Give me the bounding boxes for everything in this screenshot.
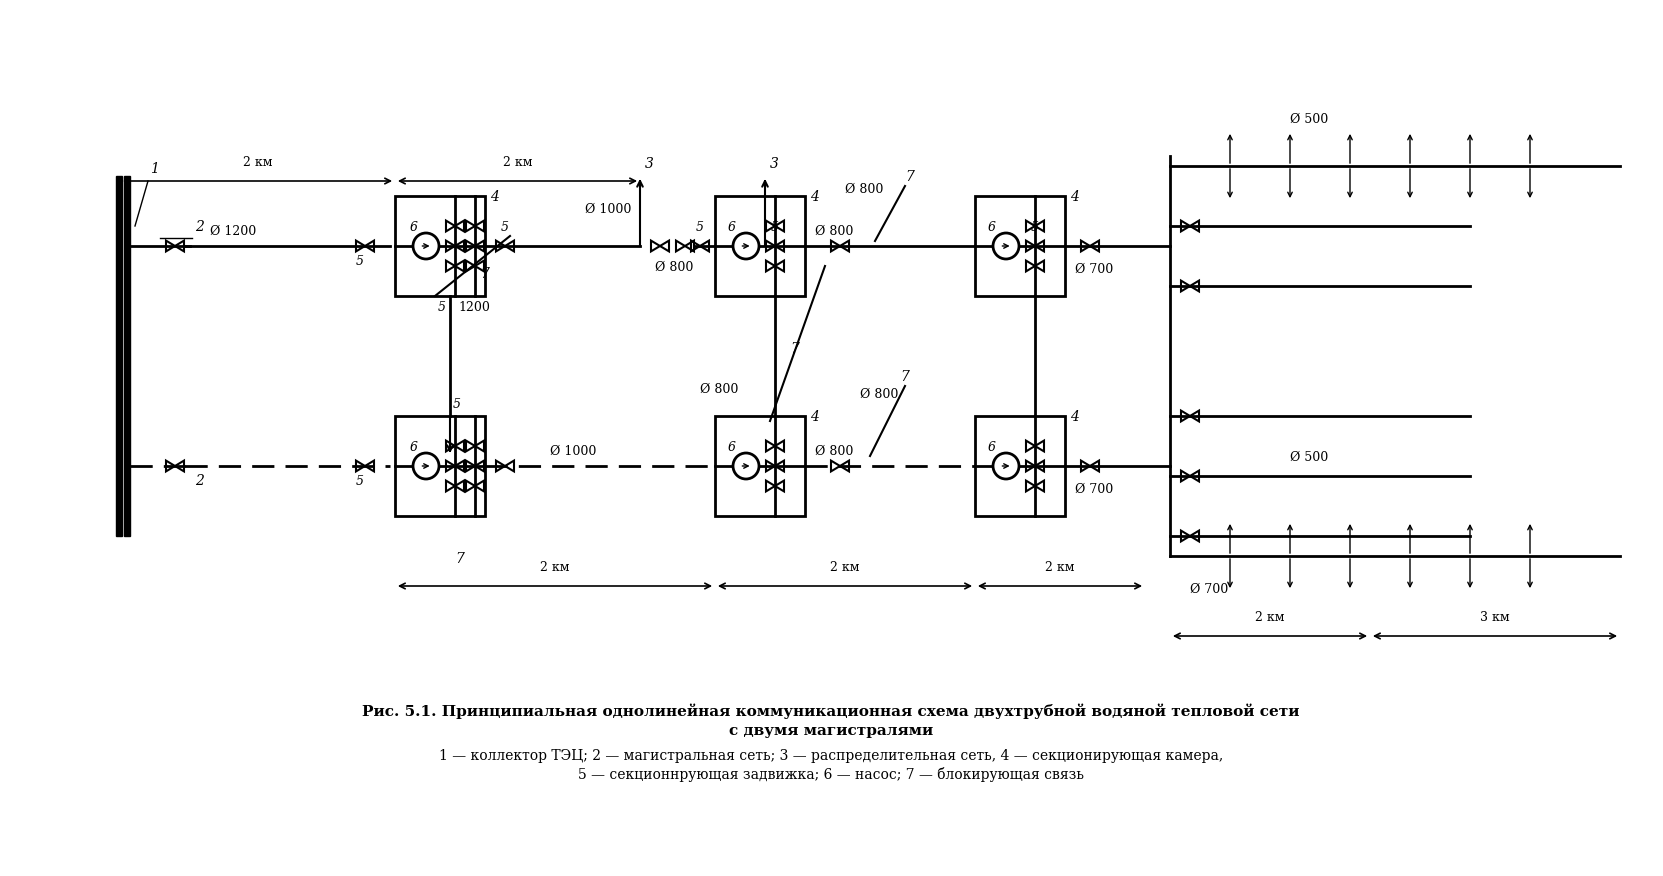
- Text: Рис. 5.1. Принципиальная однолинейная коммуникационная схема двухтрубной водяной: Рис. 5.1. Принципиальная однолинейная ко…: [363, 703, 1300, 718]
- Text: Ø 800: Ø 800: [700, 383, 738, 396]
- Text: 5: 5: [697, 221, 703, 234]
- Text: 4: 4: [1069, 410, 1079, 424]
- Text: 7: 7: [900, 370, 910, 384]
- Text: Ø 700: Ø 700: [1191, 583, 1229, 596]
- Text: Ø 500: Ø 500: [1290, 113, 1329, 126]
- Text: 4: 4: [810, 410, 818, 424]
- Text: 7: 7: [905, 170, 915, 184]
- Text: 2 км: 2 км: [1046, 561, 1074, 574]
- Text: 6: 6: [728, 441, 737, 454]
- Text: 2 км: 2 км: [1256, 611, 1285, 624]
- Bar: [715, 196, 805, 296]
- Text: 3: 3: [770, 157, 778, 171]
- Text: Ø 700: Ø 700: [1074, 263, 1113, 276]
- Bar: [975, 196, 1064, 296]
- Text: 5: 5: [772, 221, 778, 234]
- Text: 5: 5: [501, 221, 509, 234]
- Bar: [396, 196, 486, 296]
- Text: 4: 4: [1069, 190, 1079, 204]
- Text: Ø 1000: Ø 1000: [550, 445, 597, 458]
- Text: 4: 4: [810, 190, 818, 204]
- Text: 2: 2: [195, 474, 205, 488]
- Text: 6: 6: [728, 221, 737, 234]
- Bar: [125, 176, 130, 536]
- Text: 5: 5: [452, 398, 461, 411]
- Text: 5: 5: [356, 475, 364, 488]
- Text: 3 км: 3 км: [1480, 611, 1510, 624]
- Text: 7: 7: [790, 342, 798, 356]
- Bar: [715, 416, 805, 516]
- Text: 2: 2: [195, 220, 205, 234]
- Text: 6: 6: [988, 221, 996, 234]
- Text: 1: 1: [150, 162, 160, 176]
- Bar: [975, 416, 1064, 516]
- Text: 5: 5: [356, 255, 364, 268]
- Text: Ø 500: Ø 500: [1290, 451, 1329, 464]
- Text: Ø 800: Ø 800: [845, 183, 883, 196]
- Text: 4: 4: [491, 190, 499, 204]
- Text: 2 км: 2 км: [502, 156, 532, 169]
- Text: 2 км: 2 км: [243, 156, 273, 169]
- Text: 5: 5: [437, 301, 446, 314]
- Text: 2 км: 2 км: [540, 561, 570, 574]
- Text: Ø 800: Ø 800: [655, 261, 693, 274]
- Text: с двумя магистралями: с двумя магистралями: [728, 724, 933, 738]
- Text: Ø 800: Ø 800: [815, 445, 853, 458]
- Bar: [116, 176, 121, 536]
- Text: 5: 5: [1031, 221, 1039, 234]
- Text: Ø 1000: Ø 1000: [585, 203, 632, 216]
- Text: 1200: 1200: [457, 301, 491, 314]
- Bar: [396, 416, 486, 516]
- Text: 1 — коллектор ТЭЦ; 2 — магистральная сеть; 3 — распределительная сеть, 4 — секци: 1 — коллектор ТЭЦ; 2 — магистральная сет…: [439, 749, 1222, 763]
- Text: 6: 6: [411, 441, 417, 454]
- Text: 5 — секционнрующая задвижка; 6 — насос; 7 — блокирующая связь: 5 — секционнрующая задвижка; 6 — насос; …: [579, 766, 1084, 781]
- Text: 6: 6: [988, 441, 996, 454]
- Text: Ø 1200: Ø 1200: [210, 225, 256, 238]
- Text: Ø 800: Ø 800: [860, 388, 898, 401]
- Text: 7: 7: [481, 267, 489, 281]
- Text: Ø 700: Ø 700: [1074, 483, 1113, 496]
- Text: Ø 800: Ø 800: [815, 225, 853, 238]
- Text: 6: 6: [411, 221, 417, 234]
- Text: 3: 3: [645, 157, 654, 171]
- Text: 7: 7: [456, 552, 464, 566]
- Text: 2 км: 2 км: [830, 561, 860, 574]
